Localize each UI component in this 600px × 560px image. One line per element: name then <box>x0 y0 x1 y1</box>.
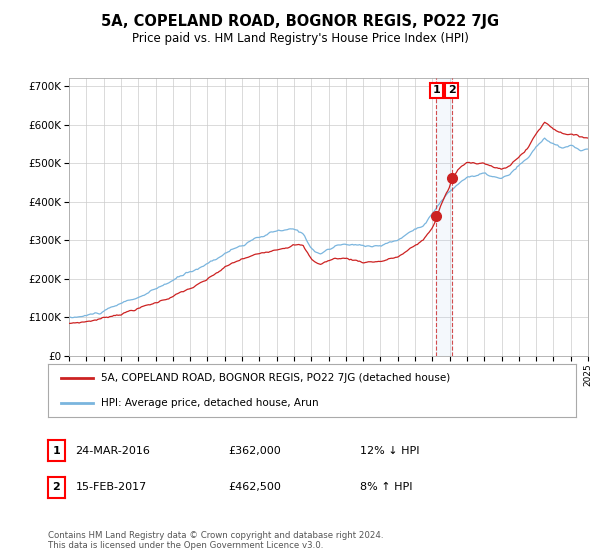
Text: 24-MAR-2016: 24-MAR-2016 <box>76 446 151 456</box>
Text: 12% ↓ HPI: 12% ↓ HPI <box>360 446 419 456</box>
Text: 1: 1 <box>53 446 60 456</box>
Text: Contains HM Land Registry data © Crown copyright and database right 2024.
This d: Contains HM Land Registry data © Crown c… <box>48 530 383 550</box>
Text: £462,500: £462,500 <box>228 482 281 492</box>
Text: 1: 1 <box>433 85 440 95</box>
Text: Price paid vs. HM Land Registry's House Price Index (HPI): Price paid vs. HM Land Registry's House … <box>131 32 469 45</box>
Text: £362,000: £362,000 <box>228 446 281 456</box>
Text: 8% ↑ HPI: 8% ↑ HPI <box>360 482 413 492</box>
Text: 2: 2 <box>448 85 455 95</box>
Bar <box>436 78 452 356</box>
Text: 2: 2 <box>53 482 60 492</box>
Text: 15-FEB-2017: 15-FEB-2017 <box>76 482 147 492</box>
Text: HPI: Average price, detached house, Arun: HPI: Average price, detached house, Arun <box>101 398 319 408</box>
Text: 5A, COPELAND ROAD, BOGNOR REGIS, PO22 7JG: 5A, COPELAND ROAD, BOGNOR REGIS, PO22 7J… <box>101 14 499 29</box>
Text: 5A, COPELAND ROAD, BOGNOR REGIS, PO22 7JG (detached house): 5A, COPELAND ROAD, BOGNOR REGIS, PO22 7J… <box>101 374 450 384</box>
